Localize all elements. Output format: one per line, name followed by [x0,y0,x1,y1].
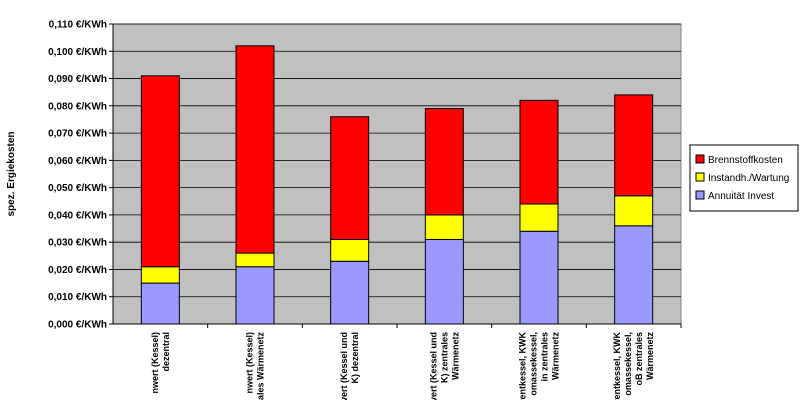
y-tick-label: 0,060 €/KWh [48,156,107,167]
x-axis: nwert (Kessel) dezentral nwert (Kessel) ale… [113,323,682,400]
gridlines [113,23,681,298]
y-tick-label: 0,050 €/KWh [48,183,107,194]
bar-segment-instandh-wartung [519,203,559,232]
bar-segment-instandh-wartung [424,214,464,240]
bar-segment-brennstoffkosten [140,75,180,268]
plot-area [112,23,682,325]
bar-segment-annuit-t-invest [330,260,370,325]
bars [140,45,654,325]
x-tick-label: omassekessel, [529,332,539,396]
x-tick-label: K) dezentral [350,332,360,384]
bar-segment-instandh-wartung [614,195,654,227]
y-axis: 0,000 €/KWh 0,010 €/KWh 0,020 €/KWh 0,030 €… [48,20,114,331]
bar-segment-instandh-wartung [330,238,370,262]
bar-segment-brennstoffkosten [235,45,275,254]
legend-label: Annuität Invest [708,191,774,202]
y-tick-label: 0,100 €/KWh [48,47,107,58]
legend-swatch [695,172,705,182]
x-tick-label: vert (Kessel und [428,332,438,400]
y-tick-label: 0,080 €/KWh [48,101,107,112]
x-tick-label: nwert (Kessel) [150,332,160,394]
bar-segment-instandh-wartung [235,252,275,268]
bar-segment-annuit-t-invest [614,225,654,325]
y-axis-title: spez. Ergiekosten [6,131,17,216]
bar-segment-brennstoffkosten [614,94,654,197]
y-tick-label: 0,070 €/KWh [48,129,107,140]
x-tick-label: vert (Kessel und [339,332,349,400]
y-tick-label: 0,110 €/KWh [49,20,107,31]
y-tick-label: 0,020 €/KWh [48,265,107,276]
x-tick-label: oB zentrales [634,332,644,386]
x-tick-label: rentkessel, KWK [612,332,622,400]
bar-segment-brennstoffkosten [519,99,559,205]
bar-segment-brennstoffkosten [330,116,370,240]
y-tick-label: 0,030 €/KWh [48,238,107,249]
x-tick-label: dezentral [161,332,171,372]
bar-segment-annuit-t-invest [424,238,464,325]
bar-segment-annuit-t-invest [140,282,180,325]
bar-segment-annuit-t-invest [519,230,559,325]
bar-segment-instandh-wartung [140,266,180,284]
x-tick-label: Wärmenetz [645,332,655,381]
x-tick-label: ales Wärmenetz [256,332,266,400]
x-tick-label: Wärmenetz [450,332,460,381]
legend-label: Brennstoffkosten [708,155,783,166]
bar-segment-annuit-t-invest [235,266,275,325]
x-tick-label: rentkessel, KWK [518,332,528,400]
x-tick-label: omassekessel, [623,332,633,396]
y-tick-label: 0,010 €/KWh [48,292,107,303]
legend-label: Instandh./Wartung [708,173,789,184]
legend-box [689,144,799,212]
y-tick-label: 0,090 €/KWh [48,74,107,85]
x-tick-label: nwert (Kessel) [245,332,255,394]
y-tick-label: 0,040 €/KWh [48,210,107,221]
x-tick-label: K) zentrales [439,332,449,383]
legend-swatch [695,154,705,164]
y-tick-label: 0,000 €/KWh [48,320,107,331]
x-tick-label: Wärmenetz [551,332,561,381]
legend-swatch [695,190,705,200]
x-tick-label: in zentrales [540,332,550,382]
legend: Brennstoffkosten Instandh./Wartung Annuitä… [689,144,799,212]
bar-segment-brennstoffkosten [424,108,464,216]
